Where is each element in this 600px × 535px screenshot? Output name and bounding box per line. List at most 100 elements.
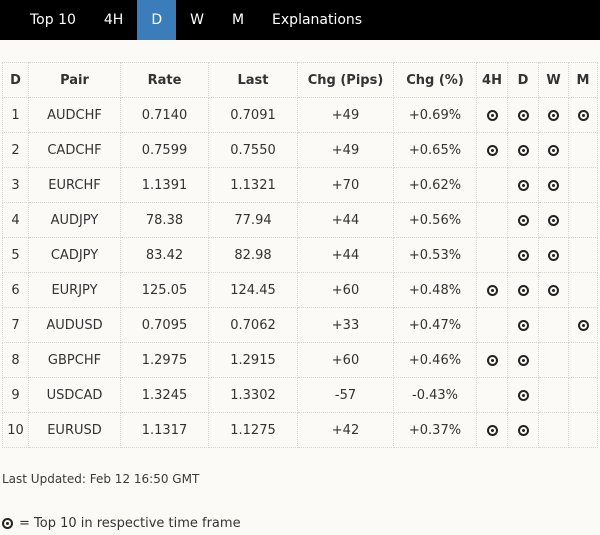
rate-cell: 1.2975	[120, 342, 209, 378]
table-row: 8 GBPCHF 1.2975 1.2915 +60 +0.46%	[2, 342, 598, 378]
top10-marker-icon	[486, 144, 498, 156]
top10-marker-icon	[517, 284, 529, 296]
chg-pct-cell: +0.69%	[393, 97, 477, 133]
tab-4h[interactable]: 4H	[103, 12, 124, 28]
timeframe-w-cell	[538, 412, 569, 448]
col-header-d: D	[507, 62, 539, 98]
top10-marker-icon	[517, 424, 529, 436]
pair-cell: GBPCHF	[28, 342, 121, 378]
rank-cell: 5	[2, 237, 29, 273]
timeframe-w-cell	[538, 237, 569, 273]
top10-marker-icon	[486, 109, 498, 121]
last-cell: 0.7091	[208, 97, 298, 133]
timeframe-d-cell	[507, 132, 539, 168]
timeframe-d-cell	[507, 342, 539, 378]
pair-cell: EURCHF	[28, 167, 121, 203]
chg-pips-cell: +33	[297, 307, 394, 343]
tab-d[interactable]: D	[137, 0, 177, 40]
rate-cell: 1.1391	[120, 167, 209, 203]
col-header-pair: Pair	[28, 62, 121, 98]
rate-cell: 1.3245	[120, 377, 209, 413]
table-row: 9 USDCAD 1.3245 1.3302 -57 -0.43%	[2, 377, 598, 413]
last-cell: 1.2915	[208, 342, 298, 378]
top10-marker-icon	[486, 284, 498, 296]
tab-m[interactable]: M	[231, 12, 245, 28]
rank-cell: 8	[2, 342, 29, 378]
tab-top10[interactable]: Top 10	[30, 12, 76, 28]
chg-pips-cell: +42	[297, 412, 394, 448]
rate-cell: 78.38	[120, 202, 209, 238]
col-header-rank: D	[2, 62, 29, 98]
table-header-row: D Pair Rate Last Chg (Pips) Chg (%) 4H D…	[2, 62, 598, 98]
timeframe-m-cell	[568, 307, 598, 343]
rank-cell: 6	[2, 272, 29, 308]
table-row: 4 AUDJPY 78.38 77.94 +44 +0.56%	[2, 202, 598, 238]
timeframe-m-cell	[568, 132, 598, 168]
timeframe-d-cell	[507, 272, 539, 308]
timeframe-w-cell	[538, 342, 569, 378]
rank-cell: 1	[2, 97, 29, 133]
timeframe-m-cell	[568, 202, 598, 238]
timeframe-h4-cell	[476, 97, 508, 133]
top10-marker-icon	[2, 518, 13, 529]
chg-pips-cell: +49	[297, 97, 394, 133]
chg-pct-cell: +0.56%	[393, 202, 477, 238]
timeframe-w-cell	[538, 202, 569, 238]
timeframe-w-cell	[538, 132, 569, 168]
chg-pips-cell: +70	[297, 167, 394, 203]
top10-marker-icon	[517, 389, 529, 401]
last-cell: 82.98	[208, 237, 298, 273]
tab-explanations[interactable]: Explanations	[272, 12, 363, 28]
table-row: 3 EURCHF 1.1391 1.1321 +70 +0.62%	[2, 167, 598, 203]
last-updated-text: Last Updated: Feb 12 16:50 GMT	[2, 472, 200, 486]
chg-pct-cell: +0.46%	[393, 342, 477, 378]
timeframe-m-cell	[568, 272, 598, 308]
rate-cell: 0.7140	[120, 97, 209, 133]
col-header-rate: Rate	[120, 62, 209, 98]
top10-marker-icon	[548, 144, 559, 156]
rate-cell: 0.7599	[120, 132, 209, 168]
rank-cell: 7	[2, 307, 29, 343]
timeframe-m-cell	[568, 237, 598, 273]
last-cell: 1.1321	[208, 167, 298, 203]
top10-marker-icon	[548, 249, 559, 261]
top10-marker-icon	[548, 214, 559, 226]
tab-w[interactable]: W	[190, 12, 204, 28]
chg-pct-cell: -0.43%	[393, 377, 477, 413]
pair-cell: AUDCHF	[28, 97, 121, 133]
chg-pct-cell: +0.62%	[393, 167, 477, 203]
timeframe-d-cell	[507, 97, 539, 133]
pair-cell: CADJPY	[28, 237, 121, 273]
top10-marker-icon	[517, 109, 529, 121]
top10-marker-icon	[577, 109, 589, 121]
table-row: 5 CADJPY 83.42 82.98 +44 +0.53%	[2, 237, 598, 273]
col-header-4h: 4H	[476, 62, 508, 98]
table-row: 10 EURUSD 1.1317 1.1275 +42 +0.37%	[2, 412, 598, 448]
top10-marker-icon	[577, 319, 589, 331]
chg-pct-cell: +0.48%	[393, 272, 477, 308]
chg-pips-cell: -57	[297, 377, 394, 413]
chg-pct-cell: +0.65%	[393, 132, 477, 168]
top10-marker-icon	[548, 109, 559, 121]
last-cell: 0.7062	[208, 307, 298, 343]
timeframe-d-cell	[507, 377, 539, 413]
pair-cell: AUDJPY	[28, 202, 121, 238]
timeframe-h4-cell	[476, 377, 508, 413]
timeframe-d-cell	[507, 167, 539, 203]
col-header-w: W	[538, 62, 569, 98]
pair-cell: EURJPY	[28, 272, 121, 308]
top10-marker-icon	[517, 319, 529, 331]
timeframe-h4-cell	[476, 342, 508, 378]
timeframe-w-cell	[538, 377, 569, 413]
col-header-last: Last	[208, 62, 298, 98]
top10-marker-icon	[517, 249, 529, 261]
pair-cell: USDCAD	[28, 377, 121, 413]
timeframe-m-cell	[568, 377, 598, 413]
timeframe-w-cell	[538, 167, 569, 203]
last-cell: 1.1275	[208, 412, 298, 448]
timeframe-h4-cell	[476, 412, 508, 448]
rate-cell: 0.7095	[120, 307, 209, 343]
last-cell: 124.45	[208, 272, 298, 308]
last-cell: 77.94	[208, 202, 298, 238]
chg-pct-cell: +0.37%	[393, 412, 477, 448]
